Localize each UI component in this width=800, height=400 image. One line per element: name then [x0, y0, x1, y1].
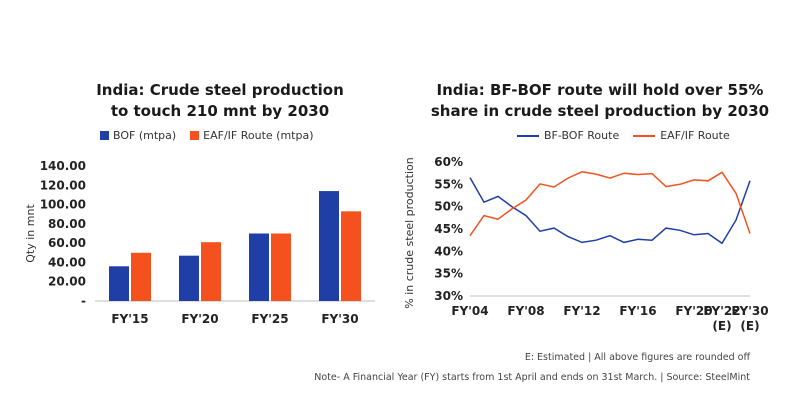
- series-line-bf-bof: [469, 177, 751, 245]
- y-tick-label: 30%: [434, 289, 463, 303]
- y-tick-label: 20.00: [48, 275, 86, 289]
- y-tick-label: 60%: [434, 155, 463, 169]
- x-tick-label-line: FY'20: [675, 304, 712, 318]
- x-tick-label: FY'16: [619, 304, 656, 318]
- x-tick-label: FY'12: [563, 304, 600, 318]
- legend-item-eaf-if: EAF/IF Route: [633, 129, 730, 142]
- right-title-line-2: share in crude steel production by 2030: [430, 102, 770, 120]
- x-tick-label: FY'04: [451, 304, 488, 318]
- x-tick-label-line: FY'16: [619, 304, 656, 318]
- series-line-eaf-if: [469, 171, 751, 237]
- bar-bof-3: [319, 191, 339, 301]
- left-chart-legend: BOF (mtpa) EAF/IF Route (mtpa): [100, 129, 328, 142]
- x-tick-label: FY'15: [111, 312, 148, 326]
- x-tick-label: FY'20: [181, 312, 218, 326]
- legend-label-bof: BOF (mtpa): [113, 129, 177, 142]
- x-tick-label: FY'30 (E): [731, 304, 768, 333]
- x-tick-label-line: FY'04: [451, 304, 488, 318]
- y-axis-label: Qty in mnt: [24, 204, 37, 263]
- bar-bof-2: [249, 233, 269, 301]
- legend-item-bof: BOF (mtpa): [100, 129, 176, 142]
- legend-swatch-eaf-if: [633, 134, 656, 137]
- bar-bof-0: [109, 266, 129, 301]
- right-chart-title: India: BF-BOF route will hold over 55% s…: [420, 80, 780, 122]
- y-tick-label: 140.00: [40, 159, 86, 173]
- legend-label-eaf-if: EAF/IF Route: [660, 129, 730, 142]
- x-tick-label-line: FY'30: [731, 304, 768, 318]
- y-tick-label: 50%: [434, 200, 463, 214]
- x-tick-label: FY'08: [507, 304, 544, 318]
- left-title-line-2: to touch 210 mnt by 2030: [110, 102, 330, 120]
- y-tick-label: 60.00: [48, 236, 86, 250]
- x-tick-label: FY'20: [675, 304, 712, 318]
- bar-eaf-2: [271, 233, 291, 301]
- y-tick-label: 45%: [434, 222, 463, 236]
- y-tick-label: 40%: [434, 244, 463, 258]
- y-tick-label: 35%: [434, 267, 463, 281]
- bar-eaf-0: [131, 252, 151, 301]
- footnote-source: Note- A Financial Year (FY) starts from …: [314, 372, 750, 383]
- bar-chart: 140.00 120.00 100.00 80.00 60.00 40.00 20.00 - Q…: [24, 159, 375, 326]
- left-title-line-1: India: Crude steel production: [96, 81, 344, 99]
- x-tick-label-line: (E): [740, 319, 759, 333]
- footnote-estimated: E: Estimated | All above figures are rou…: [524, 352, 750, 363]
- right-title-line-1: India: BF-BOF route will hold over 55%: [436, 81, 764, 99]
- x-tick-label-line: FY'12: [563, 304, 600, 318]
- y-tick-label: 40.00: [48, 255, 86, 269]
- x-tick-label: FY'25: [251, 312, 288, 326]
- x-tick-label-line: (E): [712, 319, 731, 333]
- x-tick-label: FY'30: [321, 312, 358, 326]
- legend-item-bf-bof: BF-BOF Route: [517, 129, 619, 142]
- y-tick-label: 80.00: [48, 217, 86, 231]
- x-tick-label-line: FY'08: [507, 304, 544, 318]
- x-tick-label: FY'22 (E): [703, 304, 740, 333]
- legend-swatch-bf-bof: [517, 134, 539, 137]
- legend-item-eaf: EAF/IF Route (mtpa): [190, 129, 314, 142]
- bar-eaf-3: [341, 211, 361, 301]
- x-tick-label-line: FY'22: [703, 304, 740, 318]
- y-tick-label: -: [81, 294, 86, 308]
- legend-label-bf-bof: BF-BOF Route: [544, 129, 620, 142]
- bar-eaf-1: [201, 242, 221, 301]
- legend-swatch-eaf: [190, 131, 200, 140]
- y-tick-label: 120.00: [40, 178, 86, 192]
- line-chart: 60% 55% 50% 45% 40% 35% 30% % in crude steel pr…: [403, 155, 769, 333]
- y-axis-label: % in crude steel production: [403, 157, 416, 308]
- y-tick-label: 55%: [434, 177, 463, 191]
- y-tick-label: 100.00: [40, 198, 86, 212]
- left-chart-title: India: Crude steel production to touch 2…: [60, 80, 380, 122]
- right-chart-legend: BF-BOF Route EAF/IF Route: [517, 129, 744, 142]
- legend-label-eaf: EAF/IF Route (mtpa): [203, 129, 314, 142]
- bar-bof-1: [179, 255, 199, 301]
- legend-swatch-bof: [100, 131, 109, 140]
